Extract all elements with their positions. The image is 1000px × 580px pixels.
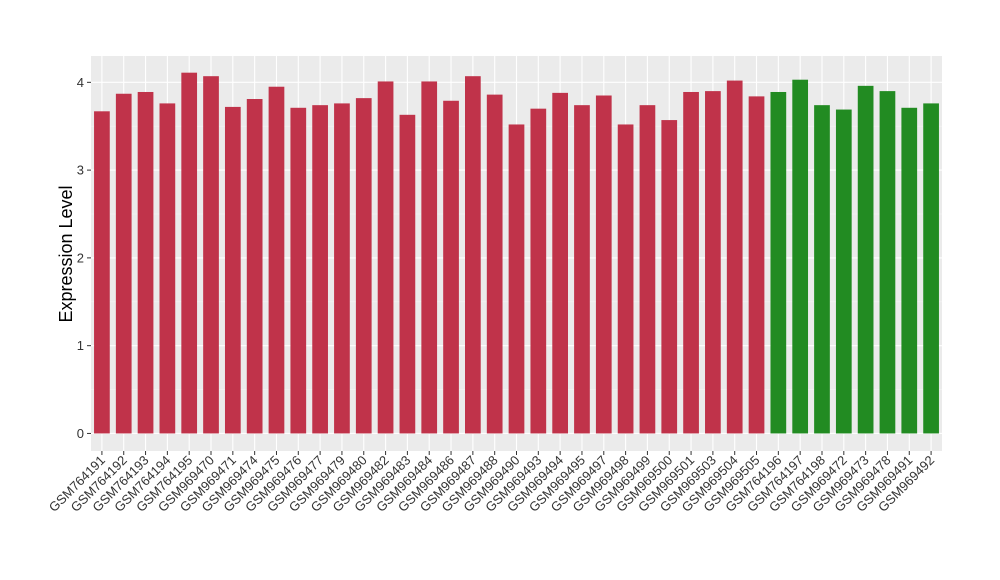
bar (508, 124, 525, 434)
bar (879, 91, 896, 434)
y-tick-label: 4 (77, 75, 84, 90)
y-tick-label: 2 (77, 250, 84, 265)
bar (224, 106, 241, 434)
y-tick-label: 0 (77, 426, 84, 441)
bar (683, 91, 699, 434)
bar (159, 103, 176, 434)
bar (465, 76, 481, 434)
bar (639, 105, 656, 434)
y-axis-title: Expression Level (56, 185, 76, 322)
bar (552, 92, 568, 434)
bar (835, 109, 852, 434)
bar (661, 120, 678, 434)
bar (814, 105, 830, 434)
bar (334, 103, 350, 434)
y-axis: 0 1 2 3 4 (77, 75, 91, 441)
bar (399, 114, 416, 434)
bar (923, 103, 939, 434)
bar (94, 111, 110, 434)
bar (574, 105, 590, 434)
bar (115, 93, 132, 434)
bar (857, 85, 874, 434)
bar (421, 81, 438, 434)
bar (443, 100, 459, 434)
bar (312, 105, 328, 434)
y-tick-label: 1 (77, 338, 84, 353)
bar (181, 72, 198, 434)
bar (290, 107, 307, 434)
bar (901, 107, 918, 434)
x-axis: GSM764191GSM764192GSM764193GSM764194GSM7… (46, 451, 937, 515)
bar (377, 81, 394, 434)
bar (530, 108, 547, 434)
bar (595, 95, 612, 434)
bar (770, 91, 787, 434)
bars (94, 72, 939, 434)
bar (726, 80, 743, 434)
y-tick-label: 3 (77, 163, 84, 178)
bar (203, 76, 219, 434)
bar (705, 91, 721, 434)
bar (617, 124, 634, 434)
bar (748, 96, 765, 434)
bar (268, 86, 285, 434)
bar (246, 99, 263, 434)
bar (355, 98, 372, 434)
bar (792, 79, 809, 434)
bar (137, 91, 154, 434)
bar (486, 94, 503, 434)
